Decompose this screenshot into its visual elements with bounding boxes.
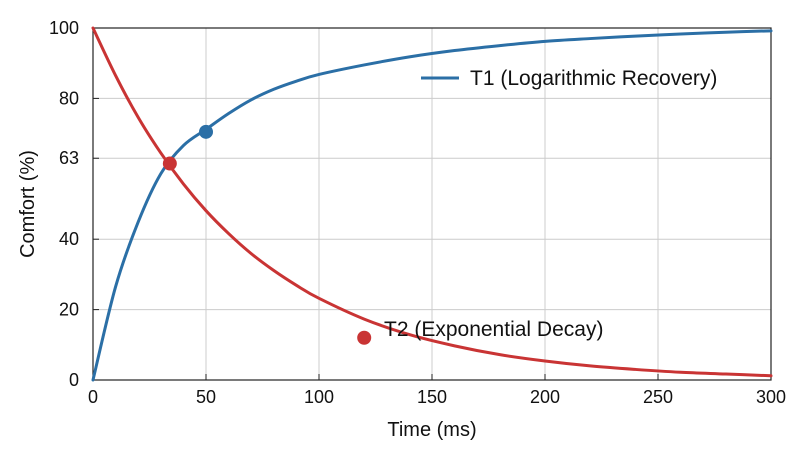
- plot-frame: [92, 27, 772, 381]
- series-markers: [162, 124, 372, 345]
- y-tick-label: 0: [69, 370, 79, 390]
- series-marker-1: [199, 124, 213, 139]
- axis-labels: Time (ms) Comfort (%): [17, 150, 477, 441]
- y-tick-label: 100: [49, 18, 79, 38]
- series-marker-2: [357, 330, 372, 345]
- x-tick-label: 250: [643, 387, 673, 407]
- x-tick-label: 300: [756, 387, 786, 407]
- x-tick-label: 100: [304, 387, 334, 407]
- y-tick-label: 63: [59, 148, 79, 168]
- x-tick-label: 50: [196, 387, 216, 407]
- series-line-1: [91, 29, 773, 382]
- y-tick-label: 20: [59, 300, 79, 320]
- series-label-2: T2 (Exponential Decay): [384, 318, 603, 341]
- x-tick-label: 150: [417, 387, 447, 407]
- y-tick-label: 80: [59, 88, 79, 108]
- y-axis-label: Comfort (%): [17, 150, 39, 258]
- y-tick-label: 40: [59, 229, 79, 249]
- x-axis-label: Time (ms): [387, 419, 476, 441]
- x-tick-label: 0: [88, 387, 98, 407]
- tick-labels: 0 50 100 150 200 250 300 0 20 40 63 80 100: [49, 18, 786, 407]
- series-label-1: T1 (Logarithmic Recovery): [470, 67, 717, 90]
- intersection-marker: [162, 156, 177, 171]
- series-annotations: T1 (Logarithmic Recovery) T2 (Exponential…: [384, 67, 717, 341]
- x-tick-label: 200: [530, 387, 560, 407]
